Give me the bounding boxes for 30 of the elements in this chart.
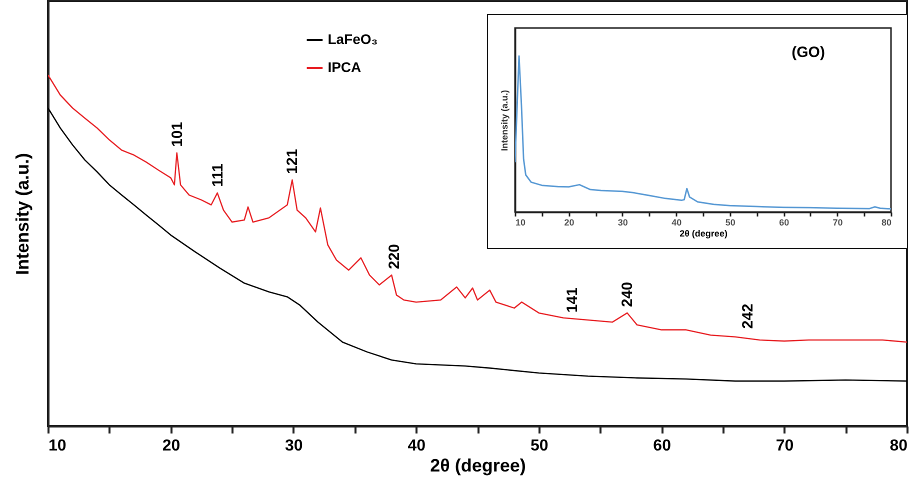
annotation: 240 <box>619 282 636 307</box>
x-tick-label: 10 <box>516 218 526 228</box>
x-axis-title: 2θ (degree) <box>430 456 526 476</box>
legend-label: LaFeO₃ <box>328 31 378 47</box>
legend-label: IPCA <box>328 59 362 75</box>
x-tick-label: 30 <box>285 438 303 454</box>
x-tick-label: 70 <box>776 438 794 454</box>
annotation: 242 <box>739 304 756 329</box>
y-axis-title: Intensity (a.u.) <box>500 90 510 152</box>
annotation: 121 <box>284 148 302 174</box>
annotation: 141 <box>564 288 581 313</box>
x-tick-label: 70 <box>832 218 843 228</box>
x-tick-label: 50 <box>530 438 548 454</box>
x-tick-label: 50 <box>725 218 736 228</box>
annotation: 220 <box>386 244 404 270</box>
x-axis-title: 2θ (degree) <box>680 228 728 238</box>
x-tick-label: 80 <box>890 438 908 454</box>
y-axis-title: Intensity (a.u.) <box>12 152 32 276</box>
x-tick-label: 80 <box>881 218 892 228</box>
annotation: (GO) <box>792 44 825 61</box>
x-tick-label: 20 <box>564 218 574 228</box>
annotation: 101 <box>168 122 186 147</box>
x-tick-label: 10 <box>48 438 66 454</box>
x-tick-label: 30 <box>618 218 628 228</box>
x-tick-label: 20 <box>162 438 180 454</box>
x-tick-label: 40 <box>408 438 426 454</box>
x-tick-label: 60 <box>653 438 672 454</box>
x-tick-label: 60 <box>779 218 790 228</box>
annotation: 111 <box>209 164 226 187</box>
x-tick-label: 40 <box>672 218 682 228</box>
